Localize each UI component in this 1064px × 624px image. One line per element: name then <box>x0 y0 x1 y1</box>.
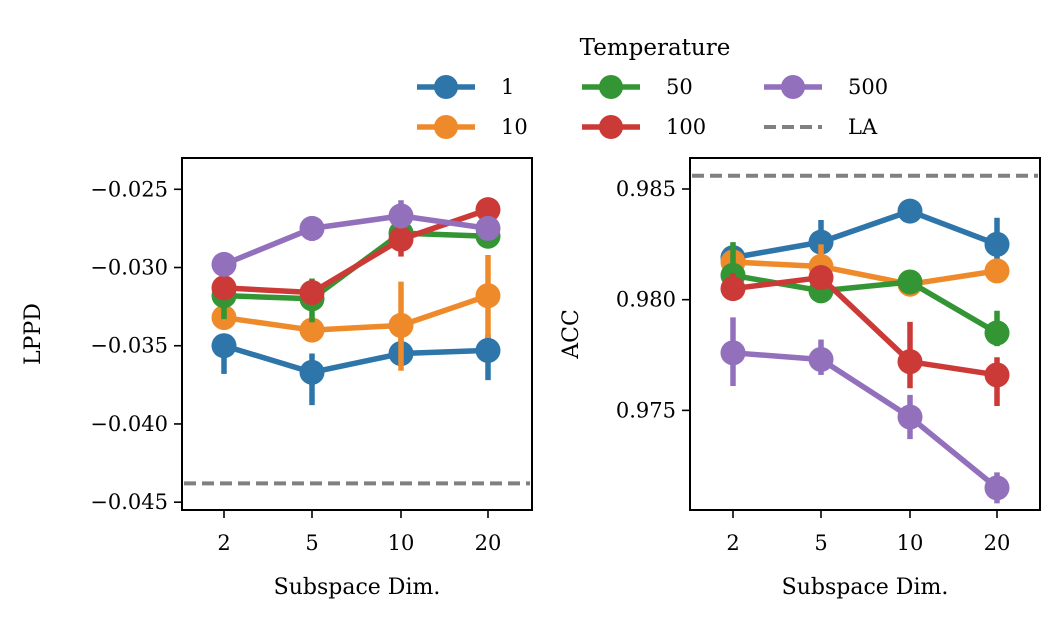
data-point <box>475 197 501 223</box>
x-tick-label: 20 <box>984 531 1011 555</box>
y-tick-label: 0.975 <box>616 398 676 422</box>
x-tick-label: 2 <box>726 531 739 555</box>
legend-marker-50 <box>599 75 623 99</box>
legend-label-10: 10 <box>501 115 528 139</box>
data-point <box>211 251 237 277</box>
data-point <box>211 333 237 359</box>
data-point <box>475 215 501 241</box>
data-point <box>808 346 834 372</box>
legend-marker-500 <box>781 75 805 99</box>
data-point <box>475 337 501 363</box>
legend-label-1: 1 <box>501 75 514 99</box>
legend: Temperature 1 50 500 10 100 LA <box>417 35 888 139</box>
data-point <box>984 320 1010 346</box>
x-tick-label: 20 <box>475 531 502 555</box>
data-point <box>897 269 923 295</box>
data-point <box>720 276 746 302</box>
acc-panel: 0.985 0.980 0.975 2 5 10 20 Subspace Dim. ACC <box>559 157 1041 600</box>
data-point <box>897 404 923 430</box>
series-line <box>732 208 998 261</box>
series-line <box>732 274 998 378</box>
lppd-panel: −0.025 −0.030 −0.035 −0.040 −0.045 2 5 10 20 Subs… <box>21 157 533 600</box>
series-line <box>223 343 489 376</box>
data-point <box>897 349 923 375</box>
legend-label-LA: LA <box>848 115 878 139</box>
data-point <box>388 226 414 252</box>
data-point <box>388 312 414 338</box>
data-point <box>808 265 834 291</box>
legend-title: Temperature <box>580 35 731 61</box>
x-axis-label: Subspace Dim. <box>782 575 949 600</box>
legend-label-50: 50 <box>666 75 693 99</box>
data-point <box>299 317 325 343</box>
legend-marker-100 <box>599 115 623 139</box>
data-point <box>984 362 1010 388</box>
data-point <box>984 231 1010 257</box>
data-point <box>475 283 501 309</box>
series-1 <box>211 333 501 406</box>
legend-marker-10 <box>434 115 458 139</box>
series-1 <box>720 198 1010 271</box>
x-tick-label: 5 <box>814 531 827 555</box>
series-500 <box>211 200 501 277</box>
legend-label-100: 100 <box>666 115 706 139</box>
data-point <box>808 229 834 255</box>
y-tick-label: 0.985 <box>616 177 676 201</box>
series-10 <box>211 254 501 371</box>
series-line <box>732 259 998 287</box>
series-line <box>222 213 489 267</box>
x-tick-label: 10 <box>897 531 924 555</box>
data-point <box>299 280 325 306</box>
data-point <box>720 340 746 366</box>
x-tick-label: 5 <box>305 531 318 555</box>
y-tick-label: 0.980 <box>616 288 676 312</box>
plot-frame <box>181 157 533 511</box>
y-tick-label: −0.025 <box>90 177 168 201</box>
legend-label-500: 500 <box>848 75 888 99</box>
series-100 <box>720 265 1010 406</box>
series-50 <box>720 242 1010 347</box>
y-axis-label: ACC <box>559 309 584 360</box>
data-point <box>299 359 325 385</box>
data-point <box>211 275 237 301</box>
data-point <box>299 215 325 241</box>
x-tick-label: 10 <box>388 531 415 555</box>
x-tick-label: 2 <box>217 531 230 555</box>
y-tick-label: −0.040 <box>90 412 168 436</box>
data-point <box>984 475 1010 501</box>
y-tick-label: −0.030 <box>90 256 168 280</box>
data-point <box>984 258 1010 284</box>
y-axis-label: LPPD <box>21 303 46 365</box>
x-axis-label: Subspace Dim. <box>274 575 441 600</box>
y-tick-label: −0.045 <box>90 490 168 514</box>
series-500 <box>720 317 1010 504</box>
y-tick-label: −0.035 <box>90 334 168 358</box>
plot-frame <box>689 157 1041 511</box>
series-line <box>223 293 489 333</box>
series-line <box>732 350 999 490</box>
data-point <box>388 203 414 229</box>
legend-marker-1 <box>434 75 458 99</box>
data-point <box>897 198 923 224</box>
